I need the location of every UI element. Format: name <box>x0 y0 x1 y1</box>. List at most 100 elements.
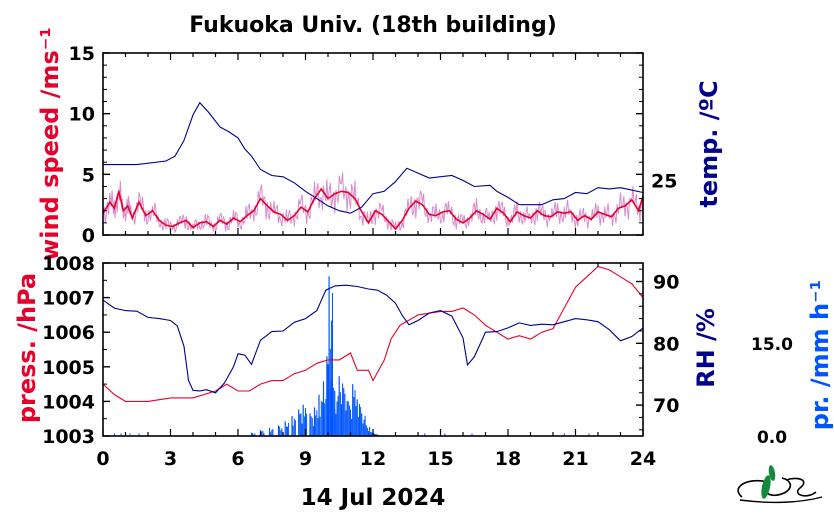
precip-bar <box>339 392 341 436</box>
precip-bar <box>285 426 287 436</box>
precip-bar <box>301 423 303 436</box>
precip-bar <box>330 320 332 436</box>
precip-bar <box>365 425 367 436</box>
x-tick-label: 3 <box>164 448 177 470</box>
precip-bar <box>344 393 346 436</box>
precip-bar <box>292 425 294 436</box>
precip-bar <box>363 419 365 436</box>
precip-bar <box>318 394 320 436</box>
x-tick-label: 15 <box>427 448 453 470</box>
precip-bar <box>337 395 339 436</box>
wind-speed-line <box>102 187 644 231</box>
precip-bar <box>312 426 314 436</box>
precip-bar <box>352 384 354 436</box>
precip-bar <box>364 415 366 436</box>
x-tick-label: 18 <box>495 448 521 470</box>
pressure-tick-label: 1008 <box>42 253 95 275</box>
precip-bar <box>327 364 329 436</box>
precip-bar <box>336 401 338 436</box>
precip-bar <box>302 404 304 436</box>
precip-bar <box>294 420 296 436</box>
precip-bar <box>291 416 293 436</box>
precip-bar <box>328 276 330 436</box>
precip-bar <box>371 432 373 436</box>
x-tick-label: 6 <box>231 448 244 470</box>
institution-logo <box>737 465 823 504</box>
precip-bar <box>315 415 317 436</box>
precip-bar <box>281 428 283 436</box>
precip-bar <box>252 433 254 436</box>
x-tick-label: 12 <box>360 448 386 470</box>
precip-bar <box>471 433 473 436</box>
temp-tick-label: 25 <box>651 170 677 192</box>
pressure-tick-label: 1006 <box>42 322 95 344</box>
precip-bar <box>361 413 363 436</box>
precip-tick-label: 15.0 <box>751 335 793 355</box>
wind-tick-label: 0 <box>82 225 95 247</box>
pressure-tick-label: 1005 <box>42 357 95 379</box>
precip-bar <box>120 433 122 436</box>
precip-bar <box>271 429 273 436</box>
rh-tick-label: 70 <box>653 395 679 417</box>
precip-bar <box>335 413 337 436</box>
pressure-tick-label: 1004 <box>42 391 95 413</box>
precip-bar <box>330 379 332 436</box>
wind-gust-trace <box>102 172 643 233</box>
precip-bar <box>319 416 321 436</box>
pressure-axis-label: press. /hPa <box>13 273 41 423</box>
precip-bar <box>310 416 312 436</box>
temp-axis-label: temp. /ºC <box>695 80 723 207</box>
precip-bar <box>311 417 313 436</box>
precip-bar <box>306 413 308 436</box>
precip-bar <box>321 402 323 436</box>
precip-bar <box>354 389 356 436</box>
precip-bar <box>369 426 371 436</box>
precip-bar <box>334 390 336 436</box>
precip-bar <box>333 387 335 436</box>
precip-bar <box>324 403 326 436</box>
x-tick-label: 9 <box>299 448 312 470</box>
x-tick-label: 21 <box>562 448 588 470</box>
precip-bar <box>288 422 290 436</box>
pressure-tick-label: 1003 <box>42 426 95 448</box>
rh-axis-label: RH /% <box>692 308 720 388</box>
chart-title: Fukuoka Univ. (18th building) <box>189 13 557 38</box>
precip-bar <box>346 400 348 436</box>
temperature-line <box>103 101 644 214</box>
precip-bar <box>359 404 360 436</box>
precip-bar <box>362 423 364 436</box>
precip-bar <box>329 348 331 436</box>
x-tick-label: 24 <box>630 448 656 470</box>
date-label: 14 Jul 2024 <box>301 485 446 511</box>
x-tick-label: 0 <box>96 448 109 470</box>
precip-bar <box>366 427 368 436</box>
precip-bar <box>342 383 344 436</box>
precip-bar <box>360 407 362 436</box>
precip-bar <box>356 399 358 436</box>
precip-bar <box>317 418 319 436</box>
rh-tick-label: 80 <box>653 333 679 355</box>
precip-bar <box>298 409 300 436</box>
precip-bar <box>374 434 376 436</box>
precip-bar <box>279 426 281 436</box>
pressure-tick-label: 1007 <box>42 288 95 310</box>
precip-bar <box>113 433 115 436</box>
precip-bar <box>373 433 375 436</box>
wind-axis-label: wind speed /ms⁻¹ <box>36 27 64 261</box>
precip-bar <box>341 404 342 436</box>
precip-bar <box>287 426 288 436</box>
precip-bar <box>563 433 565 436</box>
wind-tick-label: 15 <box>69 43 95 65</box>
bottom-panel: 1003 1004 1005 1006 1007 1008 70 80 90 0.0 15.0 0 3 6… <box>13 253 834 470</box>
precip-bar <box>254 433 256 436</box>
humidity-line <box>102 284 644 394</box>
wind-tick-label: 5 <box>82 164 95 186</box>
precip-bar <box>322 381 325 436</box>
precip-bar <box>305 407 306 436</box>
precip-bar <box>299 414 301 436</box>
precip-bar <box>280 430 282 436</box>
precip-bar <box>353 396 355 436</box>
precip-bar <box>332 293 333 436</box>
precip-axis-label: pr. /mm h⁻¹ <box>806 280 834 430</box>
